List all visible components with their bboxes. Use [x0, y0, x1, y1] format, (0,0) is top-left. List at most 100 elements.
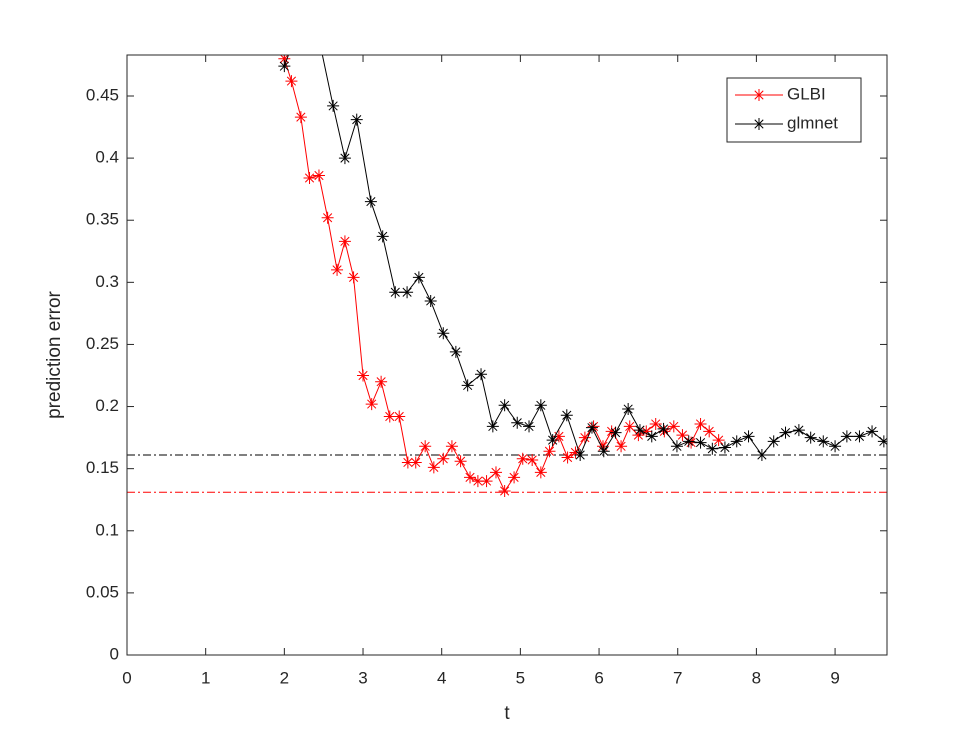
data-point [475, 368, 488, 381]
data-point [853, 430, 866, 443]
data-point [389, 286, 402, 299]
data-point [365, 398, 378, 411]
data-point [657, 422, 670, 435]
data-point [498, 485, 511, 498]
data-point [278, 55, 291, 65]
data-point [516, 452, 529, 465]
y-tick-label: 0.3 [95, 272, 119, 291]
legend: GLBI glmnet [726, 77, 862, 143]
data-point [315, 40, 327, 52]
data-point [303, 15, 315, 27]
legend-marker [753, 89, 765, 101]
data-point [427, 461, 440, 474]
data-point [419, 440, 432, 453]
y-tick-label: 0.25 [86, 334, 119, 353]
data-point [543, 445, 556, 458]
data-point [667, 420, 680, 433]
data-point [375, 375, 388, 388]
data-point [633, 424, 646, 437]
data-point [694, 417, 707, 430]
data-point [511, 416, 524, 429]
data-point [350, 113, 363, 126]
data-point [424, 294, 437, 307]
data-point [312, 169, 325, 182]
data-point [331, 263, 344, 276]
legend-marker [753, 118, 765, 130]
axes-box [126, 54, 888, 656]
data-point [364, 195, 377, 208]
data-point [486, 420, 499, 433]
legend-box [726, 77, 862, 143]
x-tick-label: 0 [122, 668, 131, 687]
data-point [546, 434, 559, 447]
data-point [649, 417, 662, 430]
x-tick-label: 1 [201, 668, 210, 687]
data-point [437, 327, 450, 340]
data-point [718, 441, 731, 454]
data-point [755, 449, 768, 461]
data-point [632, 429, 645, 442]
x-tick-label: 6 [594, 668, 603, 687]
data-point [437, 452, 450, 465]
data-point [569, 446, 582, 459]
data-point [645, 430, 658, 443]
data-point [347, 271, 360, 284]
data-point [792, 424, 805, 437]
legend-label: glmnet [787, 113, 838, 132]
data-point [561, 451, 574, 464]
x-tick-label: 5 [516, 668, 525, 687]
data-point [706, 442, 719, 455]
data-point [489, 466, 502, 479]
data-point [670, 440, 683, 453]
data-point [615, 440, 628, 453]
data-point [449, 345, 462, 358]
data-point [445, 440, 458, 453]
plot-area [127, 55, 887, 655]
data-point [596, 440, 609, 453]
data-point [658, 425, 671, 438]
data-point [682, 435, 695, 448]
y-tick-label: 0.15 [86, 458, 119, 477]
data-point [829, 440, 842, 453]
data-point [338, 152, 351, 165]
data-point [694, 436, 707, 449]
x-tick-label: 7 [673, 668, 682, 687]
data-point [578, 431, 591, 444]
data-point [685, 436, 698, 449]
data-point [464, 471, 477, 484]
data-point [278, 60, 291, 73]
data-point [597, 445, 610, 458]
data-point [534, 399, 547, 412]
data-point [409, 456, 422, 469]
data-point [412, 271, 425, 284]
data-point [817, 435, 830, 448]
y-tick-label: 0 [110, 644, 119, 663]
data-point [552, 430, 565, 443]
data-point [376, 230, 389, 243]
data-point [290, 28, 302, 40]
data-point [321, 211, 334, 224]
data-point [804, 431, 817, 444]
data-point [742, 430, 755, 443]
data-point [623, 420, 636, 433]
data-point [585, 421, 598, 434]
data-point [676, 429, 689, 442]
data-point [574, 449, 587, 461]
y-tick-label: 0.2 [95, 396, 119, 415]
data-point [401, 286, 414, 299]
y-tick-label: 0.4 [95, 148, 119, 167]
x-tick-label: 8 [752, 668, 761, 687]
data-point [327, 99, 340, 112]
x-tick-label: 4 [437, 668, 446, 687]
legend-label: GLBI [787, 84, 826, 103]
data-point [840, 430, 853, 443]
x-tick-label: 9 [830, 668, 839, 687]
data-point [285, 75, 298, 88]
y-axis-label: prediction error [44, 290, 65, 418]
data-point [393, 410, 406, 423]
data-point [640, 425, 653, 438]
y-tick-label: 0.05 [86, 582, 119, 601]
data-point [523, 420, 536, 433]
data-point [454, 455, 467, 468]
